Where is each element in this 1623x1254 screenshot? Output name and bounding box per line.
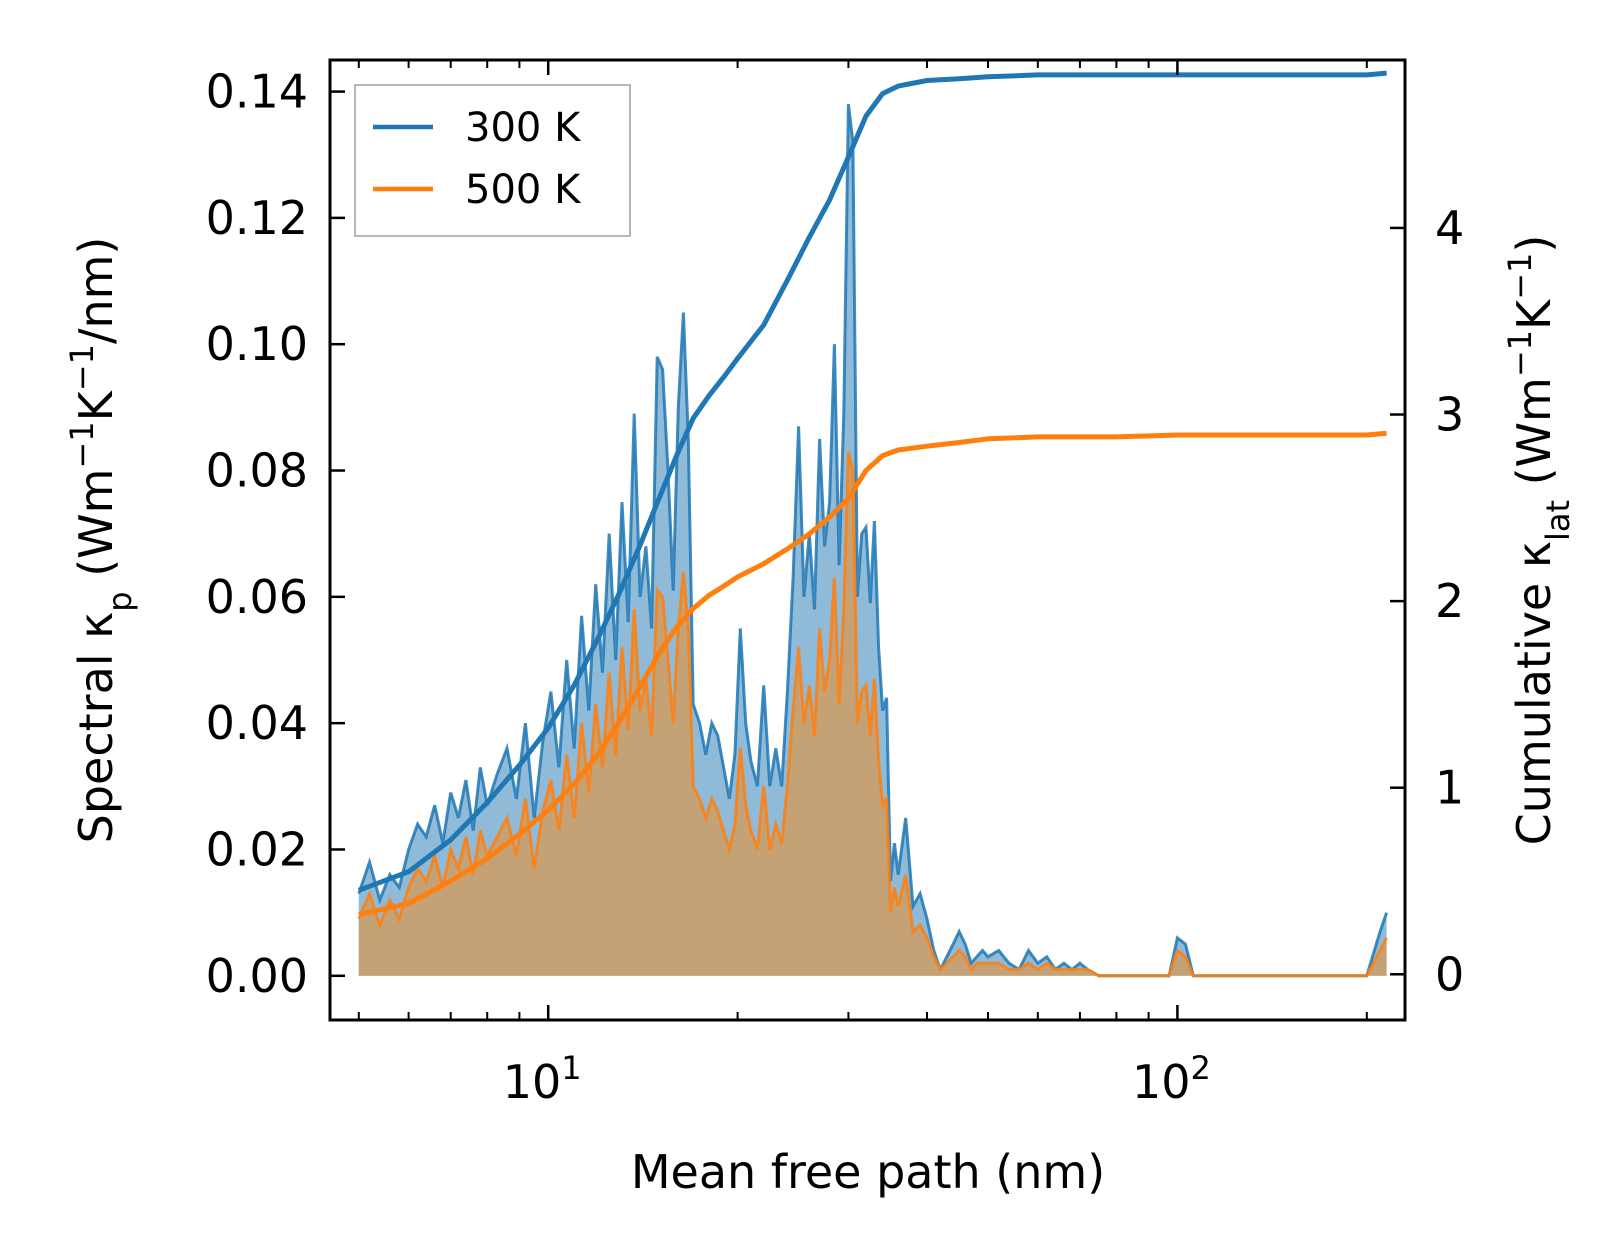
axis-ticks: 0.00 0.02 0.04 0.06 0.08 0.10 0.12 0.14 0 1 2 3 4 101…	[206, 60, 1464, 1109]
spectral-line-300-k-spectral	[357, 104, 1389, 978]
cumulative-line-300-k	[357, 70, 1387, 893]
y-right-tick-label: 1	[1435, 761, 1464, 815]
cumulative-lines	[357, 70, 1387, 918]
y-right-tick-label: 0	[1435, 947, 1464, 1001]
spectral-fills	[357, 104, 1389, 978]
y-left-tick-label: 0.12	[206, 191, 308, 245]
legend: 300 K 500 K	[354, 84, 631, 237]
y-right-tick-label: 3	[1435, 388, 1464, 442]
y-right-tick-label: 4	[1435, 201, 1464, 255]
y-left-tick-label: 0.02	[206, 822, 308, 876]
x-tick-label: 102	[1132, 1049, 1211, 1109]
legend-box	[354, 84, 631, 237]
y-left-tick-label: 0.10	[206, 317, 308, 371]
y-right-tick-label: 2	[1435, 574, 1464, 628]
legend-label-300k: 300 K	[465, 105, 582, 151]
y-left-tick-label: 0.14	[206, 65, 308, 119]
y-left-tick-label: 0.06	[206, 570, 308, 624]
x-axis-title: Mean free path (nm)	[631, 1145, 1105, 1199]
cumulative-line-500-k	[358, 430, 1387, 918]
plot-frame	[328, 58, 1407, 1022]
y-left-tick-label: 0.04	[206, 696, 308, 750]
y-axis-left-title: Spectral κp (Wm−1K−1/nm)	[63, 237, 139, 844]
spectral-line-500-k-spectral	[357, 451, 1388, 978]
y-left-tick-label: 0.08	[206, 444, 308, 498]
y-left-tick-label: 0.00	[206, 949, 308, 1003]
legend-label-500k: 500 K	[465, 167, 582, 213]
x-tick-label: 101	[503, 1049, 582, 1109]
y-axis-right-title: Cumulative κlat (Wm−1K−1)	[1501, 235, 1577, 846]
